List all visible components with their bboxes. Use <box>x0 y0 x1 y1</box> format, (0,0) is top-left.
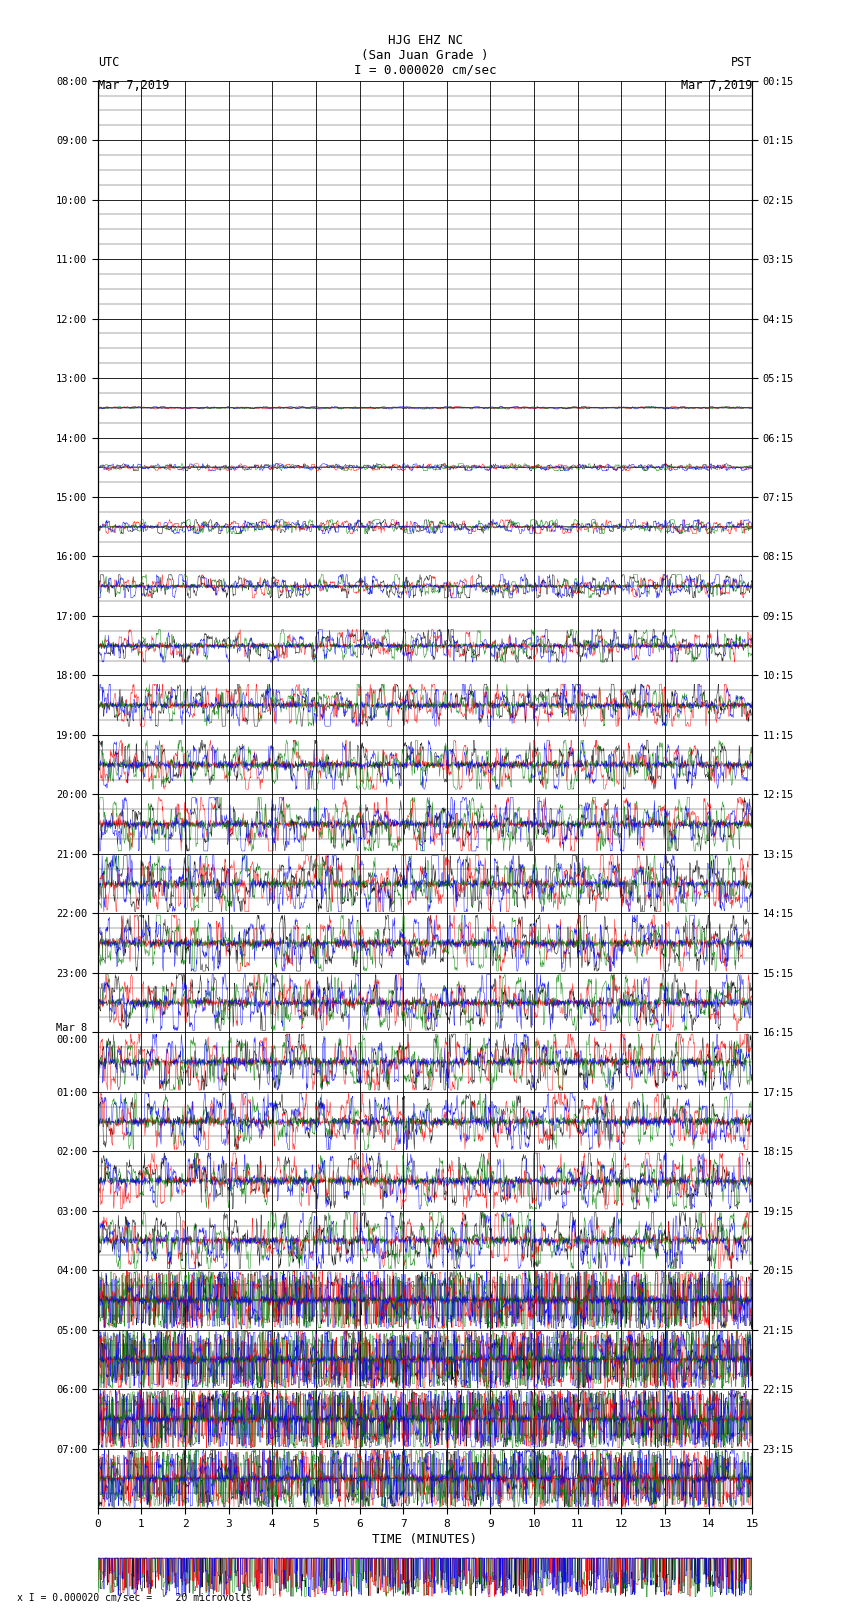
X-axis label: TIME (MINUTES): TIME (MINUTES) <box>372 1532 478 1545</box>
Text: Mar 7,2019: Mar 7,2019 <box>98 79 169 92</box>
Text: x I = 0.000020 cm/sec =    20 microvolts: x I = 0.000020 cm/sec = 20 microvolts <box>17 1594 252 1603</box>
Text: Mar 7,2019: Mar 7,2019 <box>681 79 752 92</box>
Text: PST: PST <box>731 56 752 69</box>
Text: UTC: UTC <box>98 56 119 69</box>
Title: HJG EHZ NC
(San Juan Grade )
I = 0.000020 cm/sec: HJG EHZ NC (San Juan Grade ) I = 0.00002… <box>354 34 496 77</box>
